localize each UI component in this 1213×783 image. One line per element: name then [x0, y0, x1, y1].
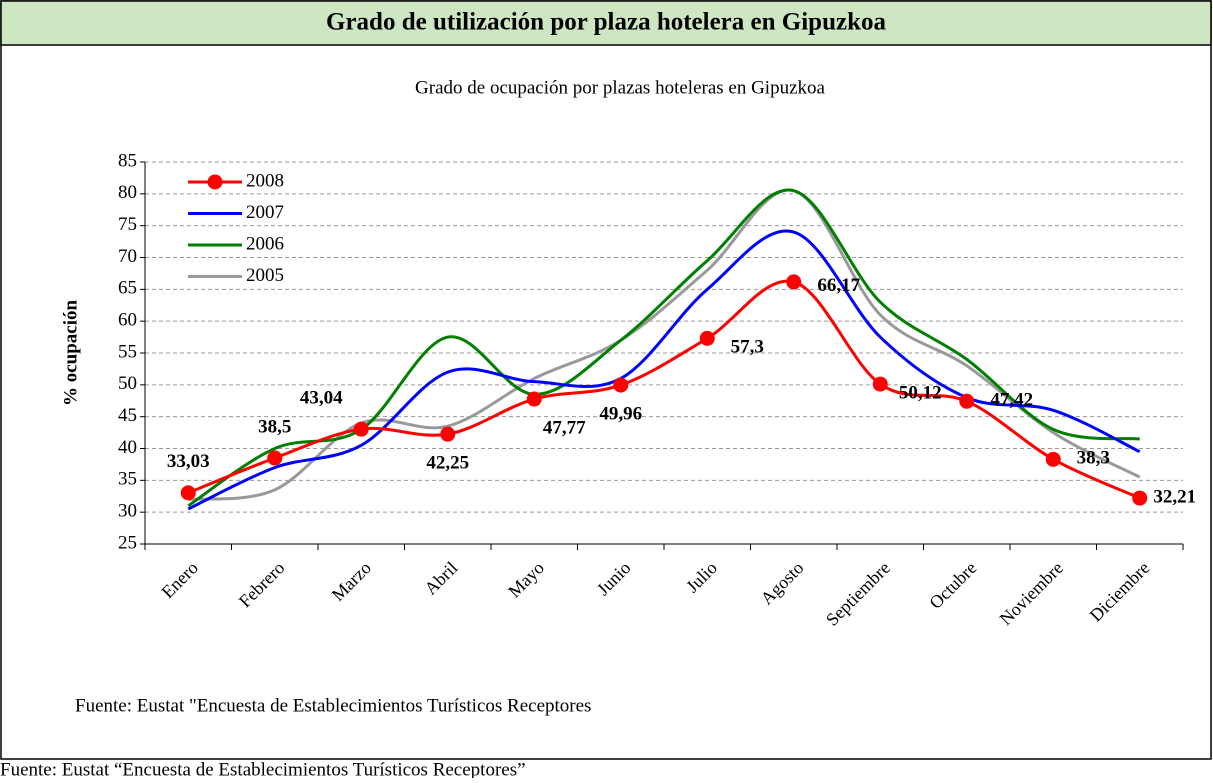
- header-bar: [0, 0, 1212, 46]
- data-label: 42,25: [426, 453, 469, 474]
- legend-label: 2005: [246, 265, 284, 286]
- marker: [959, 393, 975, 409]
- y-tick-label: 50: [118, 373, 137, 394]
- y-axis-label: % ocupación: [60, 300, 81, 407]
- y-tick-label: 30: [118, 501, 137, 522]
- frame: [0, 0, 1212, 760]
- marker: [1045, 451, 1061, 467]
- y-tick-label: 25: [118, 532, 137, 553]
- legend-marker: [207, 174, 223, 190]
- data-label: 47,77: [543, 417, 586, 438]
- y-tick-label: 75: [118, 214, 137, 235]
- data-label: 50,12: [899, 382, 942, 403]
- marker: [872, 376, 888, 392]
- data-label: 47,42: [990, 390, 1033, 411]
- chart-source: Fuente: Eustat "Encuesta de Establecimie…: [75, 695, 591, 716]
- marker: [1132, 490, 1148, 506]
- chart-title: Grado de ocupación por plazas hoteleras …: [415, 77, 825, 98]
- marker: [440, 426, 456, 442]
- y-tick-label: 35: [118, 469, 137, 490]
- data-label: 38,3: [1077, 448, 1110, 469]
- y-tick-label: 60: [118, 310, 137, 331]
- data-label: 66,17: [817, 275, 860, 296]
- y-tick-label: 65: [118, 278, 137, 299]
- marker: [267, 450, 283, 466]
- legend-label: 2008: [246, 170, 284, 191]
- data-label: 33,03: [167, 451, 210, 472]
- y-tick-label: 80: [118, 182, 137, 203]
- y-tick-label: 85: [118, 150, 137, 171]
- data-label: 38,5: [258, 416, 291, 437]
- data-label: 57,3: [731, 337, 764, 358]
- marker: [786, 274, 802, 290]
- y-tick-label: 55: [118, 341, 137, 362]
- y-tick-label: 70: [118, 246, 137, 267]
- marker: [353, 421, 369, 437]
- data-label: 43,04: [300, 388, 343, 409]
- header-title: Grado de utilización por plaza hotelera …: [326, 9, 886, 36]
- footer-source: Fuente: Eustat “Encuesta de Establecimie…: [0, 759, 526, 778]
- y-tick-label: 40: [118, 437, 137, 458]
- marker: [699, 330, 715, 346]
- data-label: 49,96: [599, 403, 642, 424]
- marker: [180, 485, 196, 501]
- marker: [526, 391, 542, 407]
- marker: [613, 377, 629, 393]
- data-label: 32,21: [1153, 486, 1196, 507]
- y-tick-label: 45: [118, 405, 137, 426]
- legend-label: 2007: [246, 202, 284, 223]
- legend-label: 2006: [246, 233, 284, 254]
